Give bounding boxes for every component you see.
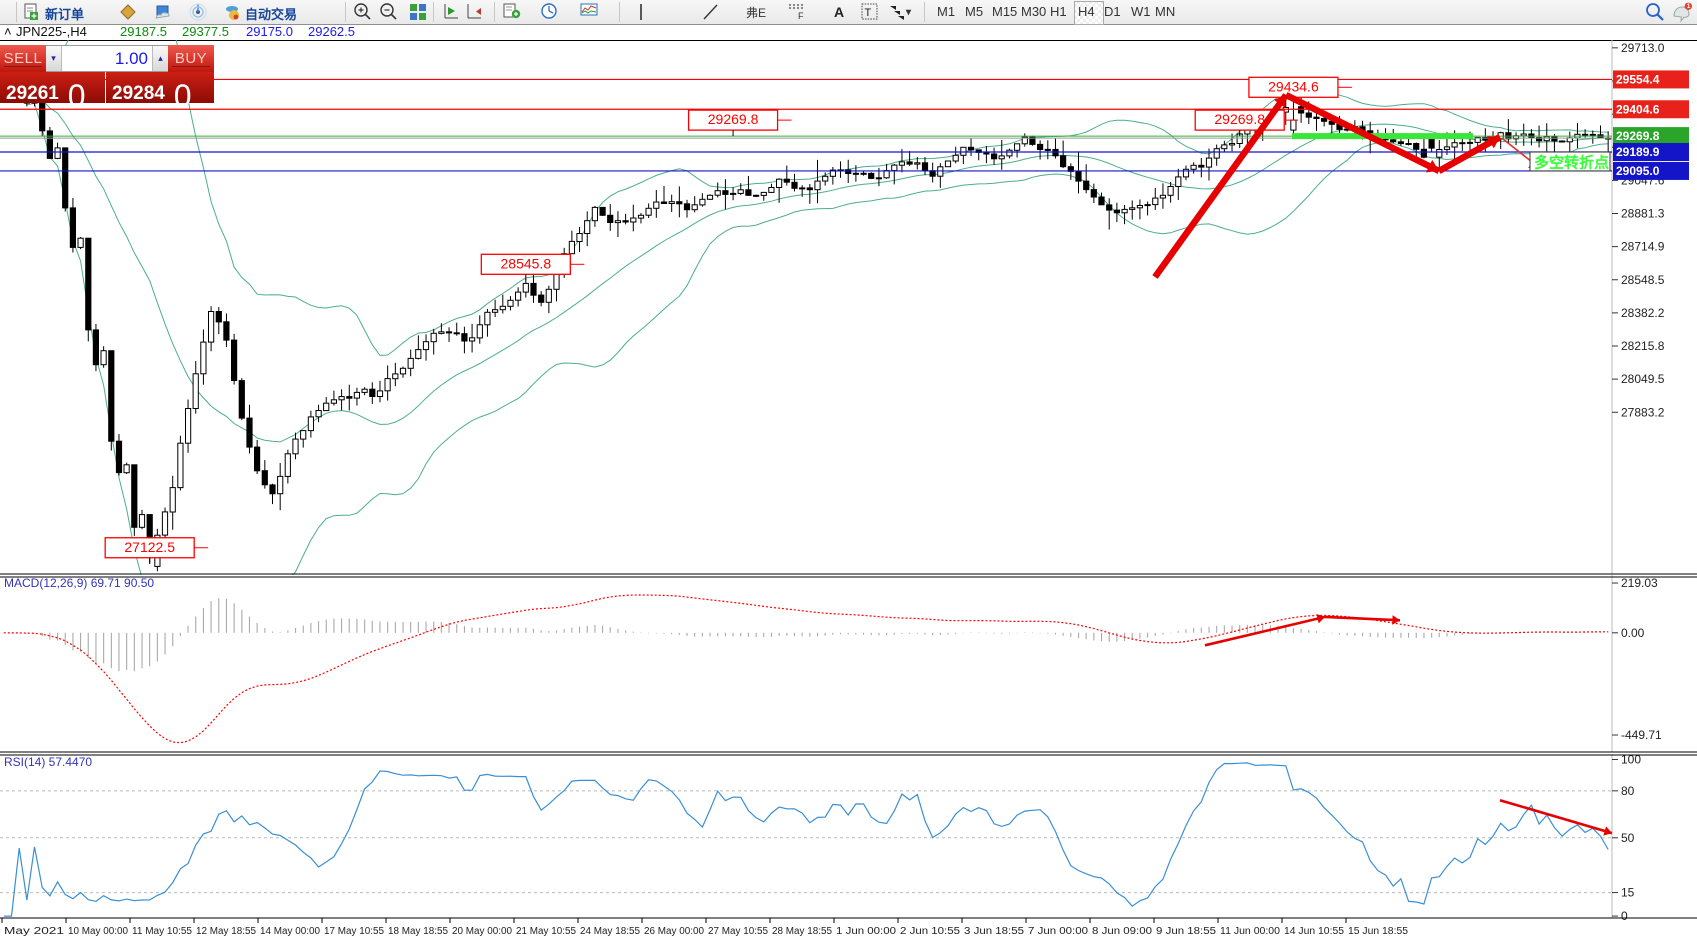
svg-text:18 May 18:55: 18 May 18:55 (388, 926, 448, 937)
svg-text:29554.4: 29554.4 (1616, 72, 1660, 86)
svg-text:多空转折点: 多空转折点 (1534, 153, 1609, 171)
svg-text:A: A (834, 4, 844, 20)
svg-text:14 Jun 10:55: 14 Jun 10:55 (1284, 926, 1344, 937)
svg-text:29434.6: 29434.6 (1268, 78, 1319, 94)
svg-text:10 May 00:00: 10 May 00:00 (68, 926, 128, 937)
svg-text:弗E: 弗E (746, 6, 766, 20)
svg-text:11 May 10:55: 11 May 10:55 (132, 926, 192, 937)
svg-text:15 Jun 18:55: 15 Jun 18:55 (1348, 926, 1408, 937)
svg-text:28382.2: 28382.2 (1621, 306, 1665, 320)
svg-text:28545.8: 28545.8 (501, 255, 552, 271)
svg-text:28714.9: 28714.9 (1621, 240, 1665, 254)
svg-text:8 Jun 09:00: 8 Jun 09:00 (1092, 926, 1153, 937)
svg-text:20 May 00:00: 20 May 00:00 (452, 926, 512, 937)
svg-text:11 Jun 00:00: 11 Jun 00:00 (1220, 926, 1280, 937)
svg-text:2 Jun 10:55: 2 Jun 10:55 (900, 926, 961, 937)
svg-text:29189.9: 29189.9 (1616, 145, 1660, 159)
svg-text:29095.0: 29095.0 (1616, 164, 1660, 178)
svg-text:28049.5: 28049.5 (1621, 372, 1665, 386)
svg-text:RSI(14) 57.4470: RSI(14) 57.4470 (4, 755, 92, 769)
svg-text:F: F (798, 11, 804, 21)
svg-text:1: 1 (1687, 3, 1691, 10)
svg-text:28881.3: 28881.3 (1621, 206, 1665, 220)
svg-text:28 May 18:55: 28 May 18:55 (772, 926, 832, 937)
svg-text:27883.2: 27883.2 (1621, 405, 1665, 419)
svg-text:May 2021: May 2021 (4, 926, 65, 937)
svg-text:28548.5: 28548.5 (1621, 273, 1665, 287)
svg-text:29269.8: 29269.8 (708, 111, 759, 127)
svg-text:1 Jun 00:00: 1 Jun 00:00 (836, 926, 897, 937)
svg-text:15: 15 (1621, 886, 1635, 900)
svg-text:29404.6: 29404.6 (1616, 102, 1660, 116)
svg-text:27 May 10:55: 27 May 10:55 (708, 926, 768, 937)
svg-text:21 May 10:55: 21 May 10:55 (516, 926, 576, 937)
svg-text:-449.71: -449.71 (1621, 728, 1662, 742)
svg-text:3 Jun 18:55: 3 Jun 18:55 (964, 926, 1025, 937)
svg-text:26 May 00:00: 26 May 00:00 (644, 926, 704, 937)
svg-text:29269.8: 29269.8 (1214, 111, 1265, 127)
svg-text:T: T (865, 7, 872, 19)
svg-text:MACD(12,26,9) 69.71 90.50: MACD(12,26,9) 69.71 90.50 (4, 576, 154, 590)
svg-text:28215.8: 28215.8 (1621, 339, 1665, 353)
svg-text:14 May 00:00: 14 May 00:00 (260, 926, 320, 937)
svg-text:7 Jun 00:00: 7 Jun 00:00 (1028, 926, 1089, 937)
svg-text:27122.5: 27122.5 (124, 539, 175, 555)
svg-text:29269.8: 29269.8 (1616, 129, 1660, 143)
svg-text:12 May 18:55: 12 May 18:55 (196, 926, 256, 937)
svg-text:0.00: 0.00 (1621, 626, 1645, 640)
svg-text:29713.0: 29713.0 (1621, 41, 1665, 55)
svg-text:9 Jun 18:55: 9 Jun 18:55 (1156, 926, 1217, 937)
svg-text:219.03: 219.03 (1621, 576, 1658, 590)
svg-text:17 May 10:55: 17 May 10:55 (324, 926, 384, 937)
svg-text:50: 50 (1621, 831, 1635, 845)
svg-text:24 May 18:55: 24 May 18:55 (580, 926, 640, 937)
svg-text:80: 80 (1621, 784, 1635, 798)
svg-text:0: 0 (1621, 909, 1628, 923)
